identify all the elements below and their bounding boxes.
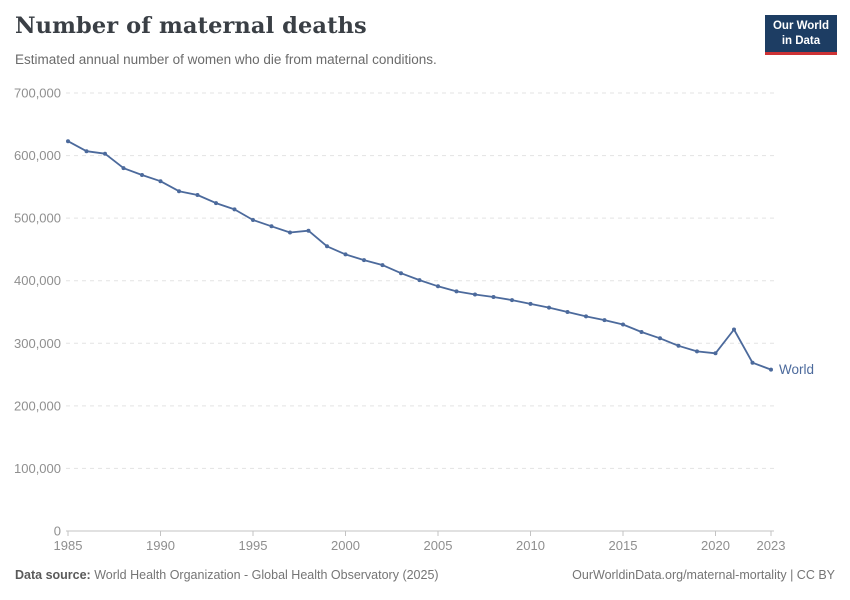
x-tick-label-2020: 2020: [701, 538, 730, 553]
x-tick-label-2015: 2015: [609, 538, 638, 553]
data-point-world-1988[interactable]: [121, 166, 126, 171]
data-point-world-1991[interactable]: [177, 189, 181, 194]
data-point-world-2018[interactable]: [676, 343, 681, 348]
data-point-world-2007[interactable]: [473, 292, 477, 297]
data-point-world-2003[interactable]: [399, 271, 403, 276]
data-point-world-2001[interactable]: [362, 258, 366, 263]
y-tick-label-100000: 100,000: [14, 461, 61, 476]
owid-logo[interactable]: Our World in Data: [764, 15, 837, 55]
data-point-world-1993[interactable]: [214, 201, 218, 206]
footer-link[interactable]: OurWorldinData.org/maternal-mortality: [572, 568, 787, 582]
y-tick-label-500000: 500,000: [14, 211, 61, 226]
data-point-world-2019[interactable]: [695, 349, 699, 354]
y-tick-label-200000: 200,000: [14, 398, 61, 413]
data-point-world-2011[interactable]: [547, 305, 551, 310]
data-point-world-1986[interactable]: [84, 149, 89, 154]
x-tick-label-1990: 1990: [146, 538, 175, 553]
data-point-world-2004[interactable]: [417, 278, 422, 283]
chart-subtitle: Estimated annual number of women who die…: [15, 52, 437, 67]
line-chart-plot: 0 100,000 200,000 300,000 400,000 500,000 600,…: [14, 86, 814, 554]
data-point-world-2014[interactable]: [602, 318, 607, 323]
footer-license: | CC BY: [786, 568, 835, 582]
data-point-world-2016[interactable]: [639, 330, 644, 334]
data-point-world-1999[interactable]: [325, 244, 329, 249]
data-point-world-1996[interactable]: [269, 224, 274, 229]
y-tick-label-600000: 600,000: [14, 148, 61, 163]
x-tick-label-1995: 1995: [239, 538, 268, 553]
data-point-world-2012[interactable]: [565, 310, 570, 314]
data-point-world-2009[interactable]: [510, 298, 514, 303]
data-source-label: Data source:: [15, 568, 91, 582]
data-point-world-2000[interactable]: [343, 252, 348, 257]
data-source: Data source: World Health Organization -…: [15, 568, 439, 582]
data-point-world-2010[interactable]: [528, 301, 533, 306]
data-point-world-1989[interactable]: [140, 173, 144, 177]
data-point-world-1997[interactable]: [288, 230, 292, 235]
x-tick-label-2023: 2023: [757, 538, 786, 553]
data-point-world-2013[interactable]: [584, 314, 588, 319]
data-point-world-2005[interactable]: [436, 284, 440, 289]
data-point-world-2023[interactable]: [769, 367, 773, 372]
data-point-world-1998[interactable]: [306, 228, 311, 233]
y-tick-label-700000: 700,000: [14, 86, 61, 101]
data-point-world-2015[interactable]: [621, 322, 625, 327]
page-title: Number of maternal deaths: [15, 13, 367, 39]
x-tick-label-2010: 2010: [516, 538, 545, 553]
data-point-world-2006[interactable]: [454, 289, 459, 294]
data-point-world-1990[interactable]: [158, 179, 163, 184]
x-tick-label-2005: 2005: [424, 538, 453, 553]
data-point-world-1994[interactable]: [232, 207, 237, 212]
footer-right: OurWorldinData.org/maternal-mortality | …: [572, 568, 835, 582]
data-point-world-1985[interactable]: [66, 139, 70, 144]
data-point-world-2002[interactable]: [380, 263, 385, 268]
y-tick-label-400000: 400,000: [14, 273, 61, 288]
data-source-text: World Health Organization - Global Healt…: [90, 568, 439, 582]
data-point-world-2022[interactable]: [750, 360, 755, 365]
y-tick-label-300000: 300,000: [14, 336, 61, 351]
data-point-world-2020[interactable]: [713, 351, 718, 356]
data-point-world-1995[interactable]: [251, 218, 255, 222]
x-tick-label-1985: 1985: [54, 538, 83, 553]
data-point-world-2008[interactable]: [491, 295, 496, 299]
y-tick-label-0: 0: [54, 524, 61, 539]
series-label-world[interactable]: World: [779, 362, 814, 377]
owid-logo-line2: in Data: [781, 34, 821, 47]
x-tick-label-2000: 2000: [331, 538, 360, 553]
data-point-world-1987[interactable]: [103, 151, 107, 156]
series-line-world[interactable]: [67, 140, 772, 371]
data-point-world-2017[interactable]: [658, 336, 662, 341]
chart-footer: Data source: World Health Organization -…: [15, 568, 835, 582]
owid-logo-line1: Our World: [772, 20, 829, 32]
data-point-world-2021[interactable]: [732, 327, 736, 332]
data-point-world-1992[interactable]: [195, 193, 200, 197]
